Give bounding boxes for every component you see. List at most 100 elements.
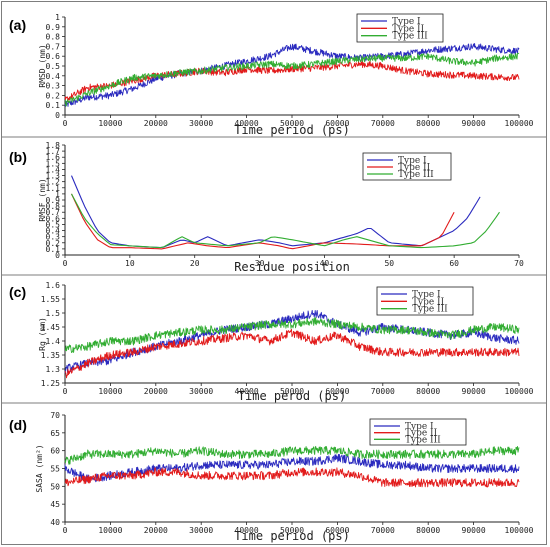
x-tick-label: 90000 xyxy=(462,119,486,128)
series-line xyxy=(71,193,500,249)
x-tick-label: 10000 xyxy=(98,119,122,128)
panel-label: (c) xyxy=(9,284,26,300)
y-tick-label: 1 xyxy=(55,13,60,22)
legend-label: Type I xyxy=(412,290,441,300)
x-tick-label: 70000 xyxy=(371,526,395,535)
legend-label: Type II xyxy=(405,429,438,439)
x-tick-label: 90000 xyxy=(462,526,486,535)
x-tick-label: 10000 xyxy=(98,526,122,535)
y-axis-label: SASA (nm²) xyxy=(35,444,44,492)
y-tick-label: 0.1 xyxy=(46,101,61,110)
series-line xyxy=(64,60,520,103)
y-tick-label: 1.6 xyxy=(46,153,61,162)
y-tick-label: 0.5 xyxy=(46,220,61,229)
legend-label: Type I xyxy=(398,156,427,166)
y-tick-label: 0.5 xyxy=(46,62,61,71)
y-axis-label: RMSF (nm) xyxy=(38,178,47,221)
x-tick-label: 70 xyxy=(514,259,524,268)
y-tick-label: 0 xyxy=(55,251,60,260)
panel-label: (b) xyxy=(9,149,27,165)
x-axis-label: Time period (ps) xyxy=(234,529,350,543)
y-tick-label: 50 xyxy=(50,482,60,491)
x-tick-label: 80000 xyxy=(416,526,440,535)
legend-label: Type II xyxy=(392,24,425,34)
x-tick-label: 0 xyxy=(63,387,68,396)
x-tick-label: 50 xyxy=(384,259,394,268)
x-tick-label: 60000 xyxy=(325,387,349,396)
y-tick-label: 1.3 xyxy=(46,172,61,181)
y-tick-label: 65 xyxy=(50,429,60,438)
y-tick-label: 0.4 xyxy=(46,72,61,81)
y-tick-label: 1.1 xyxy=(46,184,61,193)
panel-1: (b)00.10.20.30.40.50.60.70.80.911.11.21.… xyxy=(2,141,546,276)
y-axis-label: RMSD (nm) xyxy=(38,44,47,87)
x-tick-label: 0 xyxy=(63,526,68,535)
legend-label: Type III xyxy=(398,170,434,180)
x-tick-label: 30000 xyxy=(189,526,213,535)
x-tick-label: 100000 xyxy=(505,119,534,128)
y-tick-label: 1.8 xyxy=(46,141,61,150)
y-tick-label: 1.7 xyxy=(46,147,61,156)
x-tick-label: 20000 xyxy=(144,526,168,535)
panel-2: (c) 1.25 1.3 1.35 1.4 1.45 1.5 1.55 1.6 0 10000 200… xyxy=(2,281,546,404)
y-tick-label: 0.4 xyxy=(46,227,61,236)
x-tick-label: 40 xyxy=(320,259,330,268)
y-tick-label: 1.25 xyxy=(41,379,60,388)
panel-0: (a) 00.10.20.30.40.50.60.70.80.91 0 10000 20… xyxy=(2,13,546,138)
y-tick-label: 55 xyxy=(50,465,60,474)
y-tick-label: 1.4 xyxy=(46,337,61,346)
x-tick-label: 20000 xyxy=(144,387,168,396)
y-tick-label: 0.1 xyxy=(46,245,61,254)
x-tick-label: 50000 xyxy=(280,526,304,535)
x-tick-label: 20 xyxy=(190,259,200,268)
y-tick-label: 1.6 xyxy=(46,281,61,290)
y-tick-label: 1.5 xyxy=(46,159,61,168)
x-tick-label: 10000 xyxy=(98,387,122,396)
panel-label: (d) xyxy=(9,417,27,433)
y-tick-label: 0.8 xyxy=(46,202,61,211)
y-tick-label: 1.3 xyxy=(46,365,61,374)
series-line xyxy=(64,467,520,488)
x-axis-label: Residue position xyxy=(234,260,350,274)
y-tick-label: 60 xyxy=(50,447,60,456)
x-tick-label: 60000 xyxy=(325,119,349,128)
y-tick-label: 0.3 xyxy=(46,82,61,91)
y-tick-label: 0.9 xyxy=(46,196,61,205)
x-tick-label: 80000 xyxy=(416,387,440,396)
x-tick-label: 40000 xyxy=(235,526,259,535)
y-tick-label: 0.2 xyxy=(46,91,61,100)
x-tick-label: 80000 xyxy=(416,119,440,128)
x-tick-label: 70000 xyxy=(371,119,395,128)
x-tick-label: 0 xyxy=(63,259,68,268)
panel-3: (d) 40 45 50 55 60 65 70 0 10000 20000 30000 40000 50… xyxy=(9,411,534,543)
x-axis-label: Time perod (ps) xyxy=(238,389,346,403)
legend-label: Type III xyxy=(405,435,441,445)
legend-label: Type III xyxy=(412,305,448,315)
x-tick-label: 50000 xyxy=(280,119,304,128)
x-tick-label: 90000 xyxy=(462,387,486,396)
legend-label: Type II xyxy=(398,163,431,173)
x-tick-label: 100000 xyxy=(505,387,534,396)
x-tick-label: 20000 xyxy=(144,119,168,128)
x-tick-label: 30 xyxy=(255,259,265,268)
y-tick-label: 0.8 xyxy=(46,33,61,42)
y-tick-label: 0.7 xyxy=(46,208,61,217)
legend-label: Type I xyxy=(405,422,434,432)
y-tick-label: 1.4 xyxy=(46,165,61,174)
y-tick-label: 0.7 xyxy=(46,42,61,51)
y-tick-label: 0.6 xyxy=(46,52,61,61)
y-axis-label: Rg (nm) xyxy=(38,317,47,351)
x-tick-label: 40000 xyxy=(235,387,259,396)
legend xyxy=(369,418,467,446)
legend-label: Type III xyxy=(392,32,428,42)
y-tick-label: 1.35 xyxy=(41,351,60,360)
legend-label: Type II xyxy=(412,297,445,307)
y-tick-label: 0.9 xyxy=(46,23,61,32)
y-tick-label: 1.2 xyxy=(46,178,61,187)
x-tick-label: 30000 xyxy=(189,387,213,396)
y-tick-label: 45 xyxy=(50,500,60,509)
y-tick-label: 0.2 xyxy=(46,239,61,248)
y-tick-label: 40 xyxy=(50,518,60,527)
y-tick-label: 0.3 xyxy=(46,233,61,242)
y-tick-label: 0.6 xyxy=(46,214,61,223)
